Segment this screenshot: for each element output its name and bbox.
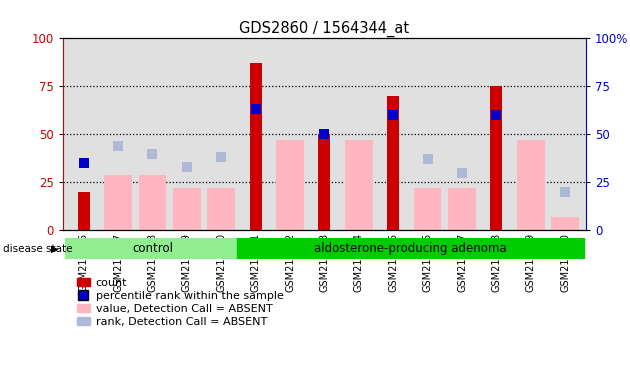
Text: ▶: ▶	[51, 244, 59, 254]
Bar	[277, 140, 304, 230]
Text: disease state: disease state	[3, 244, 72, 254]
Bar	[237, 238, 584, 259]
Text: aldosterone-producing adenoma: aldosterone-producing adenoma	[314, 242, 507, 255]
Bar	[517, 140, 544, 230]
Bar	[318, 134, 331, 230]
Bar	[414, 188, 442, 230]
Bar	[249, 63, 261, 230]
Bar	[105, 175, 132, 230]
Bar	[65, 238, 240, 259]
Title: GDS2860 / 1564344_at: GDS2860 / 1564344_at	[239, 21, 410, 37]
Bar	[449, 188, 476, 230]
Bar	[77, 192, 89, 230]
Bar	[139, 175, 166, 230]
Bar	[207, 188, 235, 230]
Legend: count, percentile rank within the sample, value, Detection Call = ABSENT, rank, : count, percentile rank within the sample…	[77, 278, 284, 326]
Bar	[551, 217, 579, 230]
Bar	[173, 188, 200, 230]
Text: control: control	[132, 242, 173, 255]
Bar	[345, 140, 372, 230]
Bar	[387, 96, 399, 230]
Bar	[490, 86, 503, 230]
